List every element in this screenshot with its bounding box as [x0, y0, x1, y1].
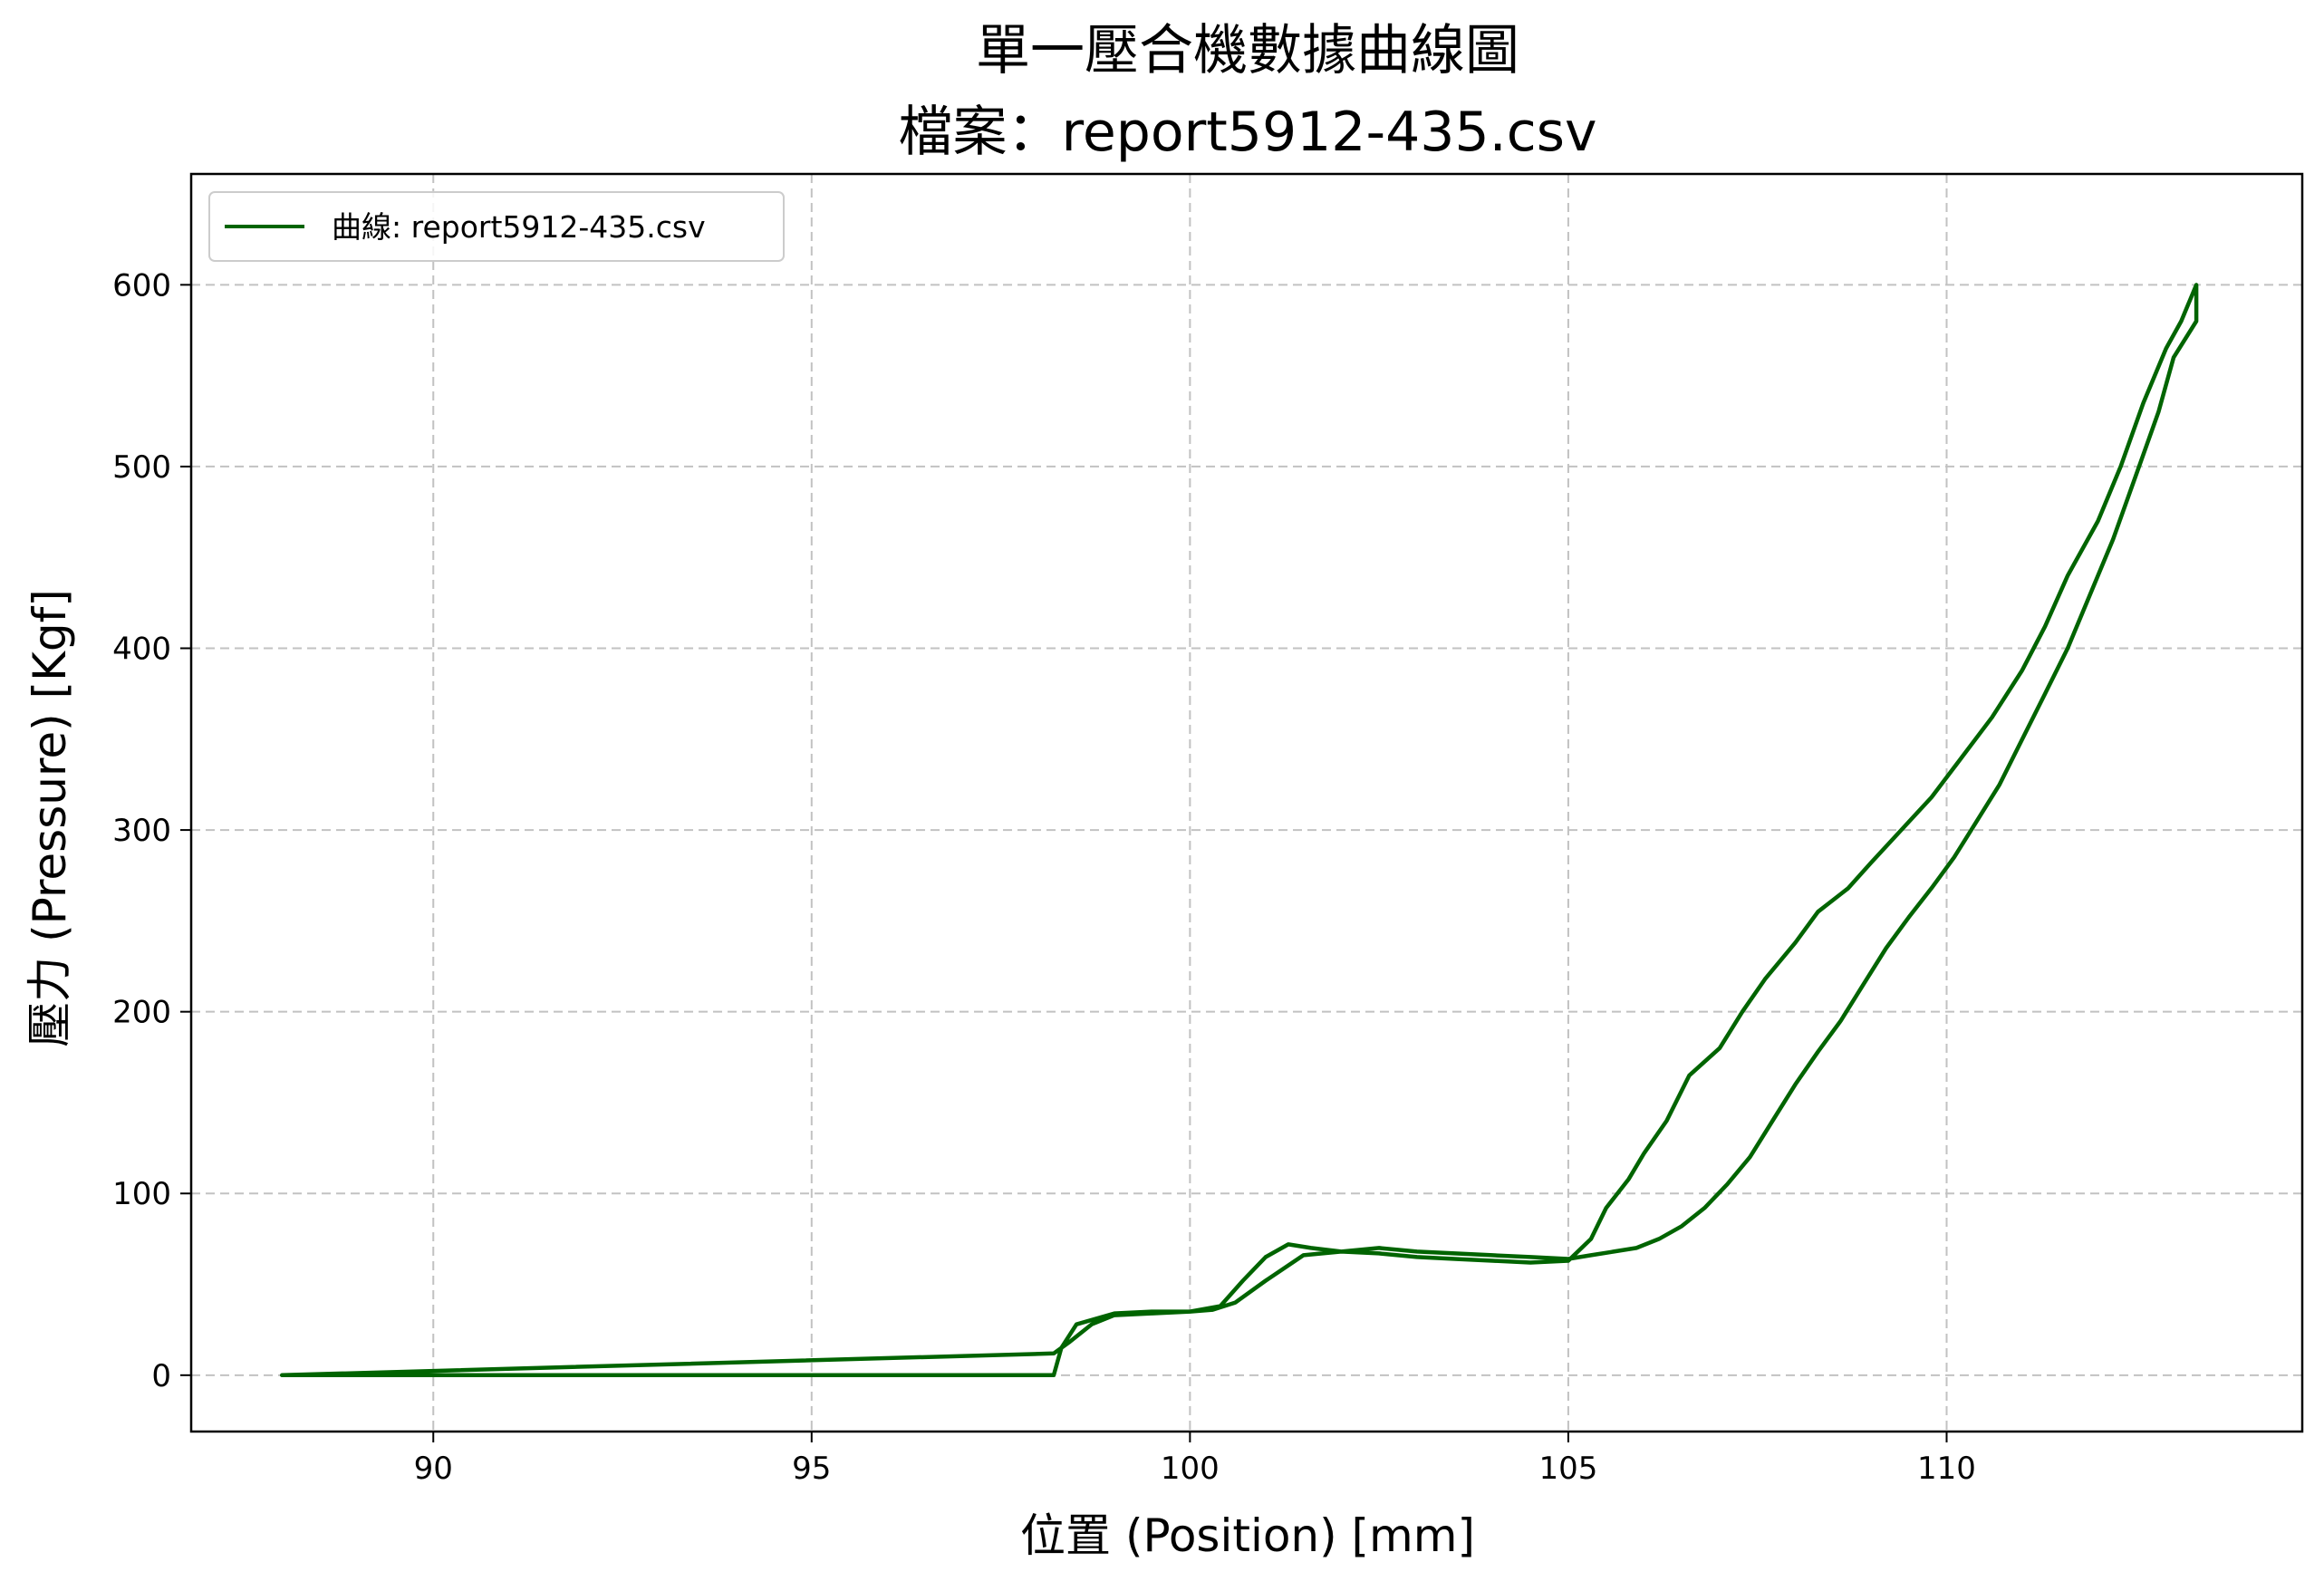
chart-subtitle: 檔案：report5912-435.csv	[899, 101, 1597, 164]
grid	[191, 174, 2302, 1432]
y-tick-label-200: 200	[112, 995, 171, 1031]
x-ticks: 90 95 100 105 110	[414, 1432, 1976, 1487]
y-tick-label-600: 600	[112, 267, 171, 304]
y-axis-label: 壓力 (Pressure) [Kgf]	[24, 589, 76, 1046]
legend-box	[208, 191, 785, 262]
y-tick-label-400: 400	[112, 632, 171, 668]
x-tick-label-90: 90	[414, 1451, 453, 1487]
x-tick-label-100: 100	[1161, 1451, 1220, 1487]
legend: 曲線: report5912-435.csv	[208, 191, 785, 262]
y-ticks: 0 100 200 300 400 500 600	[112, 267, 191, 1394]
legend-entry: 曲線: report5912-435.csv	[332, 209, 706, 245]
y-tick-label-500: 500	[112, 449, 171, 486]
x-tick-label-95: 95	[792, 1451, 831, 1487]
chart-title: 單一壓合機數據曲線圖	[976, 19, 1519, 82]
y-tick-label-100: 100	[112, 1176, 171, 1212]
y-tick-label-0: 0	[151, 1358, 171, 1394]
series-layer	[279, 283, 2199, 1378]
series-line-0	[279, 283, 2199, 1378]
plot-frame	[189, 172, 2304, 1433]
x-tick-label-110: 110	[1917, 1451, 1976, 1487]
x-tick-label-105: 105	[1538, 1451, 1597, 1487]
x-axis-label: 位置 (Position) [mm]	[1020, 1509, 1475, 1562]
y-tick-label-300: 300	[112, 813, 171, 849]
